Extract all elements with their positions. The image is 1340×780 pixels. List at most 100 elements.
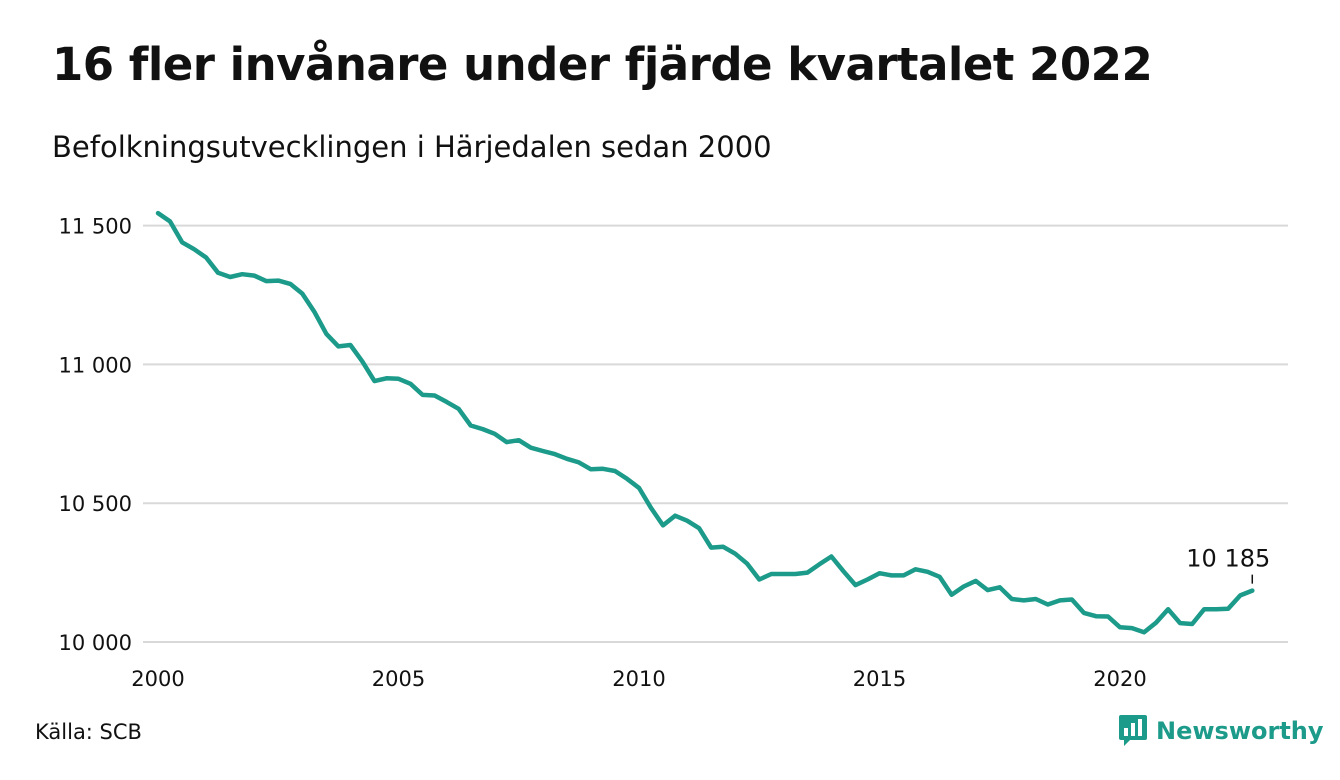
- data-point: [565, 457, 569, 461]
- data-point: [1226, 607, 1230, 611]
- x-tick-label: 2015: [853, 667, 906, 691]
- data-point: [1106, 615, 1110, 619]
- data-point: [1190, 622, 1194, 626]
- data-point: [1166, 607, 1170, 611]
- data-point: [324, 332, 328, 336]
- data-point: [1094, 614, 1098, 618]
- annotation-layer: 10 185: [1186, 545, 1270, 584]
- data-point: [373, 379, 377, 383]
- data-point: [541, 449, 545, 453]
- data-point: [517, 438, 521, 442]
- data-point: [192, 247, 196, 251]
- data-point: [216, 271, 220, 275]
- data-point: [204, 256, 208, 260]
- data-point: [493, 432, 497, 436]
- data-point: [721, 545, 725, 549]
- data-point: [829, 555, 833, 559]
- gridlines: [143, 224, 1288, 643]
- data-point: [457, 407, 461, 411]
- brand-name: Newsworthy: [1156, 717, 1324, 745]
- brand-logo: Newsworthy: [1118, 714, 1324, 748]
- data-point: [348, 343, 352, 347]
- data-point: [336, 344, 340, 348]
- data-point: [950, 593, 954, 597]
- data-point: [926, 570, 930, 574]
- data-point: [397, 377, 401, 381]
- data-point: [553, 452, 557, 456]
- x-tick-label: 2010: [612, 667, 665, 691]
- data-point: [300, 292, 304, 296]
- data-point: [601, 467, 605, 471]
- data-point: [685, 519, 689, 523]
- data-point: [1010, 597, 1014, 601]
- data-point: [938, 575, 942, 579]
- data-point: [914, 567, 918, 571]
- series-line: [155, 210, 1255, 635]
- chart-subtitle: Befolkningsutvecklingen i Härjedalen sed…: [52, 130, 772, 164]
- data-point: [529, 446, 533, 450]
- data-point: [469, 424, 473, 428]
- data-point: [264, 279, 268, 283]
- source-note: Källa: SCB: [35, 720, 142, 744]
- data-point: [168, 219, 172, 223]
- data-point: [1250, 589, 1254, 593]
- data-point: [745, 562, 749, 566]
- data-point: [1022, 598, 1026, 602]
- data-point: [409, 382, 413, 386]
- data-point: [1214, 607, 1218, 611]
- data-point: [312, 310, 316, 314]
- y-tick-label: 10 500: [59, 492, 132, 516]
- series-layer: [155, 210, 1255, 635]
- newsworthy-logo-icon: [1119, 715, 1147, 746]
- data-point: [252, 274, 256, 278]
- data-point: [962, 585, 966, 589]
- last-value-label: 10 185: [1186, 545, 1270, 573]
- data-point: [673, 514, 677, 518]
- data-point: [817, 562, 821, 566]
- data-point: [793, 572, 797, 576]
- data-point: [854, 583, 858, 587]
- data-point: [805, 571, 809, 575]
- data-point: [156, 211, 160, 215]
- data-point: [878, 571, 882, 575]
- data-point: [1058, 598, 1062, 602]
- data-point: [577, 460, 581, 464]
- x-tick-label: 2005: [372, 667, 425, 691]
- x-tick-label: 2000: [131, 667, 184, 691]
- data-point: [781, 572, 785, 576]
- data-point: [1142, 630, 1146, 634]
- y-tick-label: 11 000: [59, 353, 132, 377]
- data-point: [902, 573, 906, 577]
- data-point: [589, 467, 593, 471]
- data-point: [757, 578, 761, 582]
- data-point: [433, 394, 437, 398]
- data-point: [505, 440, 509, 444]
- data-point: [697, 526, 701, 530]
- data-point: [841, 569, 845, 573]
- data-point: [288, 282, 292, 286]
- data-point: [481, 427, 485, 431]
- data-point: [613, 469, 617, 473]
- data-point: [998, 585, 1002, 589]
- data-point: [1154, 621, 1158, 625]
- data-point: [1118, 625, 1122, 629]
- data-point: [637, 486, 641, 490]
- data-point: [240, 272, 244, 276]
- chart-title: 16 fler invånare under fjärde kvartalet …: [52, 38, 1153, 91]
- data-point: [1046, 603, 1050, 607]
- data-point: [625, 477, 629, 481]
- y-tick-label: 11 500: [59, 215, 132, 239]
- x-tick-label: 2020: [1093, 667, 1146, 691]
- data-point: [1238, 593, 1242, 597]
- data-point: [769, 572, 773, 576]
- data-point: [360, 360, 364, 364]
- data-point: [1082, 611, 1086, 615]
- data-point: [385, 376, 389, 380]
- data-point: [445, 400, 449, 404]
- data-point: [974, 579, 978, 583]
- data-point: [661, 523, 665, 527]
- data-point: [1178, 621, 1182, 625]
- data-point: [228, 275, 232, 279]
- data-point: [866, 578, 870, 582]
